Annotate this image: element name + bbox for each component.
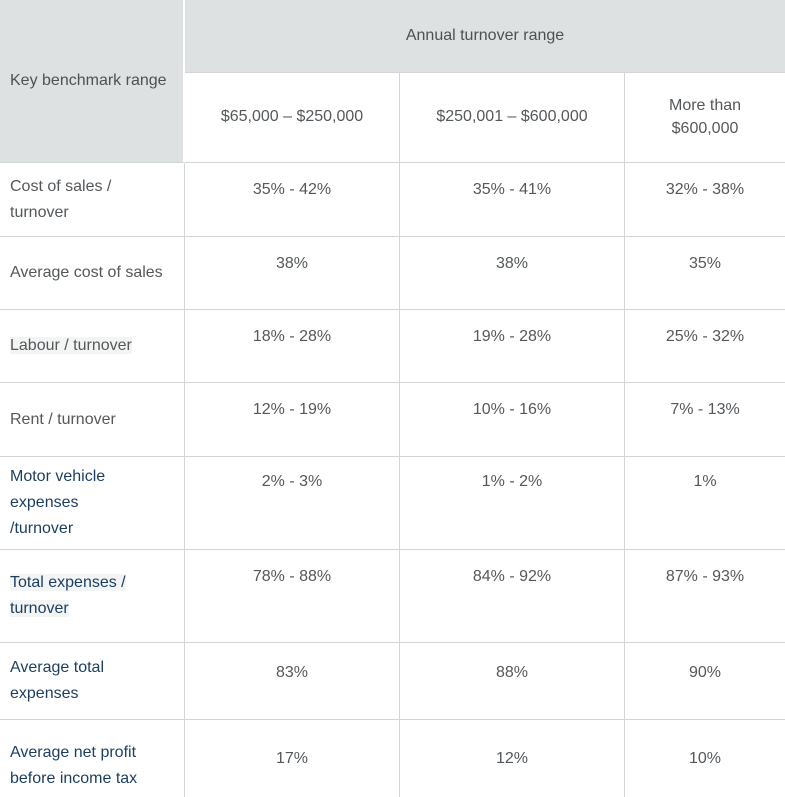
benchmark-value: 84% - 92% bbox=[400, 550, 625, 643]
benchmark-value: 1% - 2% bbox=[400, 457, 625, 550]
benchmark-value: 87% - 93% bbox=[625, 550, 785, 643]
column-header-turnover-range-1: $65,000 – $250,000 bbox=[185, 73, 400, 163]
benchmark-value: 10% - 16% bbox=[400, 383, 625, 457]
row-label: Average net profit before income tax bbox=[0, 720, 185, 797]
benchmark-value: 35% - 41% bbox=[400, 163, 625, 237]
benchmark-value: 35% bbox=[625, 237, 785, 310]
benchmark-value: 83% bbox=[185, 643, 400, 720]
row-label: Motor vehicle expenses /turnover bbox=[0, 457, 185, 550]
benchmark-value: 2% - 3% bbox=[185, 457, 400, 550]
benchmark-value: 7% - 13% bbox=[625, 383, 785, 457]
benchmark-label: Average cost of sales bbox=[10, 264, 163, 282]
benchmark-value: 32% - 38% bbox=[625, 163, 785, 237]
table-row: Motor vehicle expenses /turnover 2% - 3% 1… bbox=[0, 457, 785, 550]
benchmark-label: Rent / turnover bbox=[10, 410, 116, 428]
row-label: Rent / turnover bbox=[0, 383, 185, 457]
benchmark-value: 78% - 88% bbox=[185, 550, 400, 643]
benchmark-value: 38% bbox=[185, 237, 400, 310]
benchmark-value: 10% bbox=[625, 720, 785, 797]
table-row: Average total expenses 83% 88% 90% bbox=[0, 643, 785, 720]
table-row: Cost of sales / turnover 35% - 42% 35% - 4… bbox=[0, 163, 785, 237]
benchmark-table-body: Cost of sales / turnover 35% - 42% 35% - 4… bbox=[0, 163, 785, 797]
row-label: Cost of sales / turnover bbox=[0, 163, 185, 237]
table-row: Average cost of sales 38% 38% 35% bbox=[0, 237, 785, 310]
benchmark-value: 12% - 19% bbox=[185, 383, 400, 457]
table-row: Rent / turnover 12% - 19% 10% - 16% 7% - 13… bbox=[0, 383, 785, 457]
table-row: Labour / turnover 18% - 28% 19% - 28% 25% -… bbox=[0, 310, 785, 383]
column-header-turnover-range-2: $250,001 – $600,000 bbox=[400, 73, 625, 163]
row-label: Average total expenses bbox=[0, 643, 185, 720]
table-row: Average net profit before income tax 17% 1… bbox=[0, 720, 785, 797]
benchmark-value: 17% bbox=[185, 720, 400, 797]
benchmark-value: 18% - 28% bbox=[185, 310, 400, 383]
benchmark-value: 1% bbox=[625, 457, 785, 550]
corner-header-key-benchmark-range: Key benchmark range bbox=[0, 0, 185, 163]
benchmark-value: 35% - 42% bbox=[185, 163, 400, 237]
row-label: Labour / turnover bbox=[0, 310, 185, 383]
column-header-turnover-range-3: More than $600,000 bbox=[625, 73, 785, 163]
benchmark-link-label[interactable]: Total expenses / turnover bbox=[10, 574, 126, 617]
benchmark-value: 88% bbox=[400, 643, 625, 720]
benchmark-value: 19% - 28% bbox=[400, 310, 625, 383]
benchmark-value: 90% bbox=[625, 643, 785, 720]
benchmark-value: 12% bbox=[400, 720, 625, 797]
benchmark-link-label[interactable]: Average net profit before income tax bbox=[10, 744, 138, 787]
row-label: Total expenses / turnover bbox=[0, 550, 185, 643]
group-header-annual-turnover-range: Annual turnover range bbox=[185, 0, 785, 73]
table-row: Total expenses / turnover 78% - 88% 84% - … bbox=[0, 550, 785, 643]
benchmark-value: 38% bbox=[400, 237, 625, 310]
benchmark-link-label[interactable]: Motor vehicle expenses /turnover bbox=[10, 468, 106, 537]
benchmark-label: Cost of sales / turnover bbox=[10, 177, 112, 221]
benchmark-link-label[interactable]: Average total expenses bbox=[10, 659, 104, 702]
benchmark-value: 25% - 32% bbox=[625, 310, 785, 383]
benchmark-label: Labour / turnover bbox=[10, 337, 132, 355]
row-label: Average cost of sales bbox=[0, 237, 185, 310]
